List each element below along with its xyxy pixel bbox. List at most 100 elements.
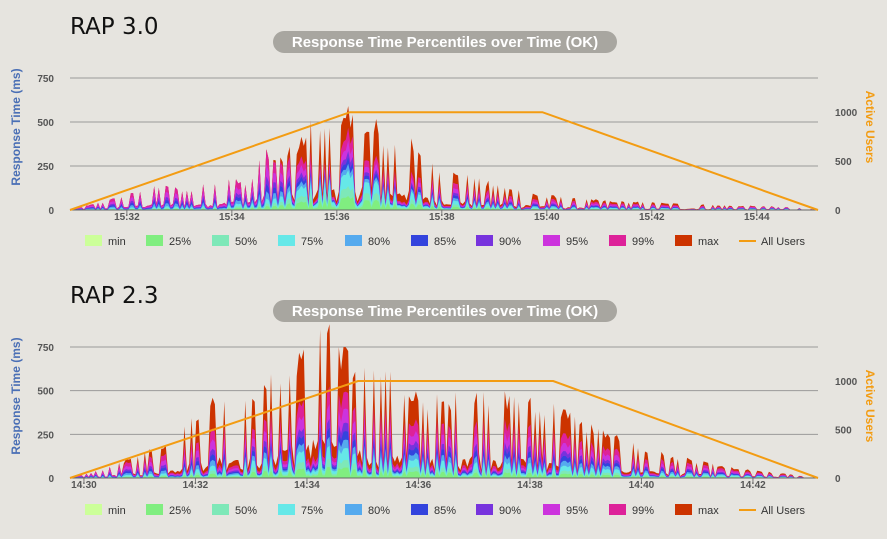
series-50	[70, 458, 818, 478]
x-tick-label: 14:30	[71, 480, 97, 491]
legend-swatch	[345, 504, 362, 515]
series-95	[70, 404, 818, 478]
series-95	[70, 140, 818, 210]
legend: min 25% 50% 75% 80% 85% 90% 95% 99% max All Users	[85, 235, 806, 248]
x-tick-label: 15:32	[114, 212, 140, 223]
legend-item: 95%	[543, 235, 588, 248]
legend-item: 25%	[146, 235, 191, 248]
x-tick-label: 15:42	[639, 212, 665, 223]
chart-title: Response Time Percentiles over Time (OK)	[292, 34, 598, 51]
legend-swatch	[476, 504, 493, 515]
y2-tick-label: 0	[835, 474, 841, 485]
legend-label: min	[108, 505, 126, 517]
legend-item: 85%	[411, 504, 456, 517]
legend-item: 90%	[476, 504, 521, 517]
y2-axis-label: Active Users	[863, 370, 877, 443]
series-90	[70, 151, 818, 210]
x-tick-label: 15:36	[324, 212, 350, 223]
y-tick-label: 750	[37, 343, 54, 354]
legend-item: max	[675, 504, 719, 517]
legend-item: 95%	[543, 504, 588, 517]
legend-label: 50%	[235, 505, 257, 517]
y-tick-label: 250	[37, 430, 54, 441]
chart-1: RAP 3.0 Response Time Percentiles over Ti…	[9, 14, 877, 248]
legend-label: 90%	[499, 236, 521, 248]
legend-swatch	[675, 235, 692, 246]
y-tick-label: 500	[37, 387, 54, 398]
legend-swatch	[85, 235, 102, 246]
legend-swatch	[609, 504, 626, 515]
legend-item: min	[85, 235, 126, 248]
y2-tick-label: 500	[835, 425, 852, 436]
x-tick-label: 14:40	[629, 480, 655, 491]
legend-item: 50%	[212, 235, 257, 248]
legend-label: 95%	[566, 505, 588, 517]
y2-tick-label: 0	[835, 206, 841, 217]
legend-label: 99%	[632, 505, 654, 517]
legend-item: 75%	[278, 504, 323, 517]
legend-item: 85%	[411, 235, 456, 248]
legend-item: 90%	[476, 235, 521, 248]
legend-item: 75%	[278, 235, 323, 248]
legend-swatch	[146, 504, 163, 515]
legend-swatch	[212, 504, 229, 515]
legend-label: 75%	[301, 236, 323, 248]
legend-item: max	[675, 235, 719, 248]
x-tick-label: 14:32	[183, 480, 209, 491]
legend-swatch	[543, 504, 560, 515]
legend-swatch	[411, 235, 428, 246]
x-tick-label: 14:34	[294, 480, 320, 491]
legend-label: 75%	[301, 505, 323, 517]
legend: min 25% 50% 75% 80% 85% 90% 95% 99% max All Users	[85, 504, 806, 517]
legend-swatch	[278, 504, 295, 515]
legend-swatch	[85, 504, 102, 515]
legend-item: min	[85, 504, 126, 517]
y-tick-label: 250	[37, 162, 54, 173]
legend-swatch	[543, 235, 560, 246]
legend-swatch	[278, 235, 295, 246]
series-90	[70, 418, 818, 478]
title-pill-bg	[273, 300, 617, 322]
series-80	[70, 436, 818, 478]
legend-swatch	[345, 235, 362, 246]
x-tick-label: 14:36	[406, 480, 432, 491]
x-tick-label: 15:44	[744, 212, 770, 223]
y-tick-label: 750	[37, 74, 54, 85]
chart-heading: RAP 2.3	[70, 283, 159, 309]
series-25	[70, 466, 818, 478]
legend-label: 95%	[566, 236, 588, 248]
legend-label: 99%	[632, 236, 654, 248]
legend-item: 80%	[345, 504, 390, 517]
y2-axis-label: Active Users	[863, 91, 877, 164]
y2-tick-label: 500	[835, 157, 852, 168]
legend-label: All Users	[761, 505, 806, 517]
legend-swatch	[609, 235, 626, 246]
series-99	[70, 386, 818, 478]
legend-label: max	[698, 505, 719, 517]
legend-label: All Users	[761, 236, 806, 248]
legend-item: 25%	[146, 504, 191, 517]
legend-item: 99%	[609, 235, 654, 248]
x-tick-label: 14:38	[517, 480, 543, 491]
y-axis-label: Response Time (ms)	[9, 337, 23, 454]
series-85	[70, 427, 818, 478]
y2-tick-label: 1000	[835, 377, 858, 388]
legend-label: min	[108, 236, 126, 248]
y-axis-label: Response Time (ms)	[9, 68, 23, 185]
y-tick-label: 0	[48, 474, 54, 485]
y-tick-label: 500	[37, 118, 54, 129]
chart-heading: RAP 3.0	[70, 14, 159, 40]
legend-swatch	[476, 235, 493, 246]
title-pill-bg	[273, 31, 617, 53]
legend-item: 50%	[212, 504, 257, 517]
legend-label: 50%	[235, 236, 257, 248]
legend-swatch	[146, 235, 163, 246]
legend-label: 85%	[434, 236, 456, 248]
y2-tick-label: 1000	[835, 108, 858, 119]
legend-swatch	[411, 504, 428, 515]
legend-item: All Users	[739, 236, 806, 248]
legend-label: max	[698, 236, 719, 248]
legend-label: 80%	[368, 505, 390, 517]
chart-2: RAP 2.3 Response Time Percentiles over Ti…	[9, 283, 877, 517]
